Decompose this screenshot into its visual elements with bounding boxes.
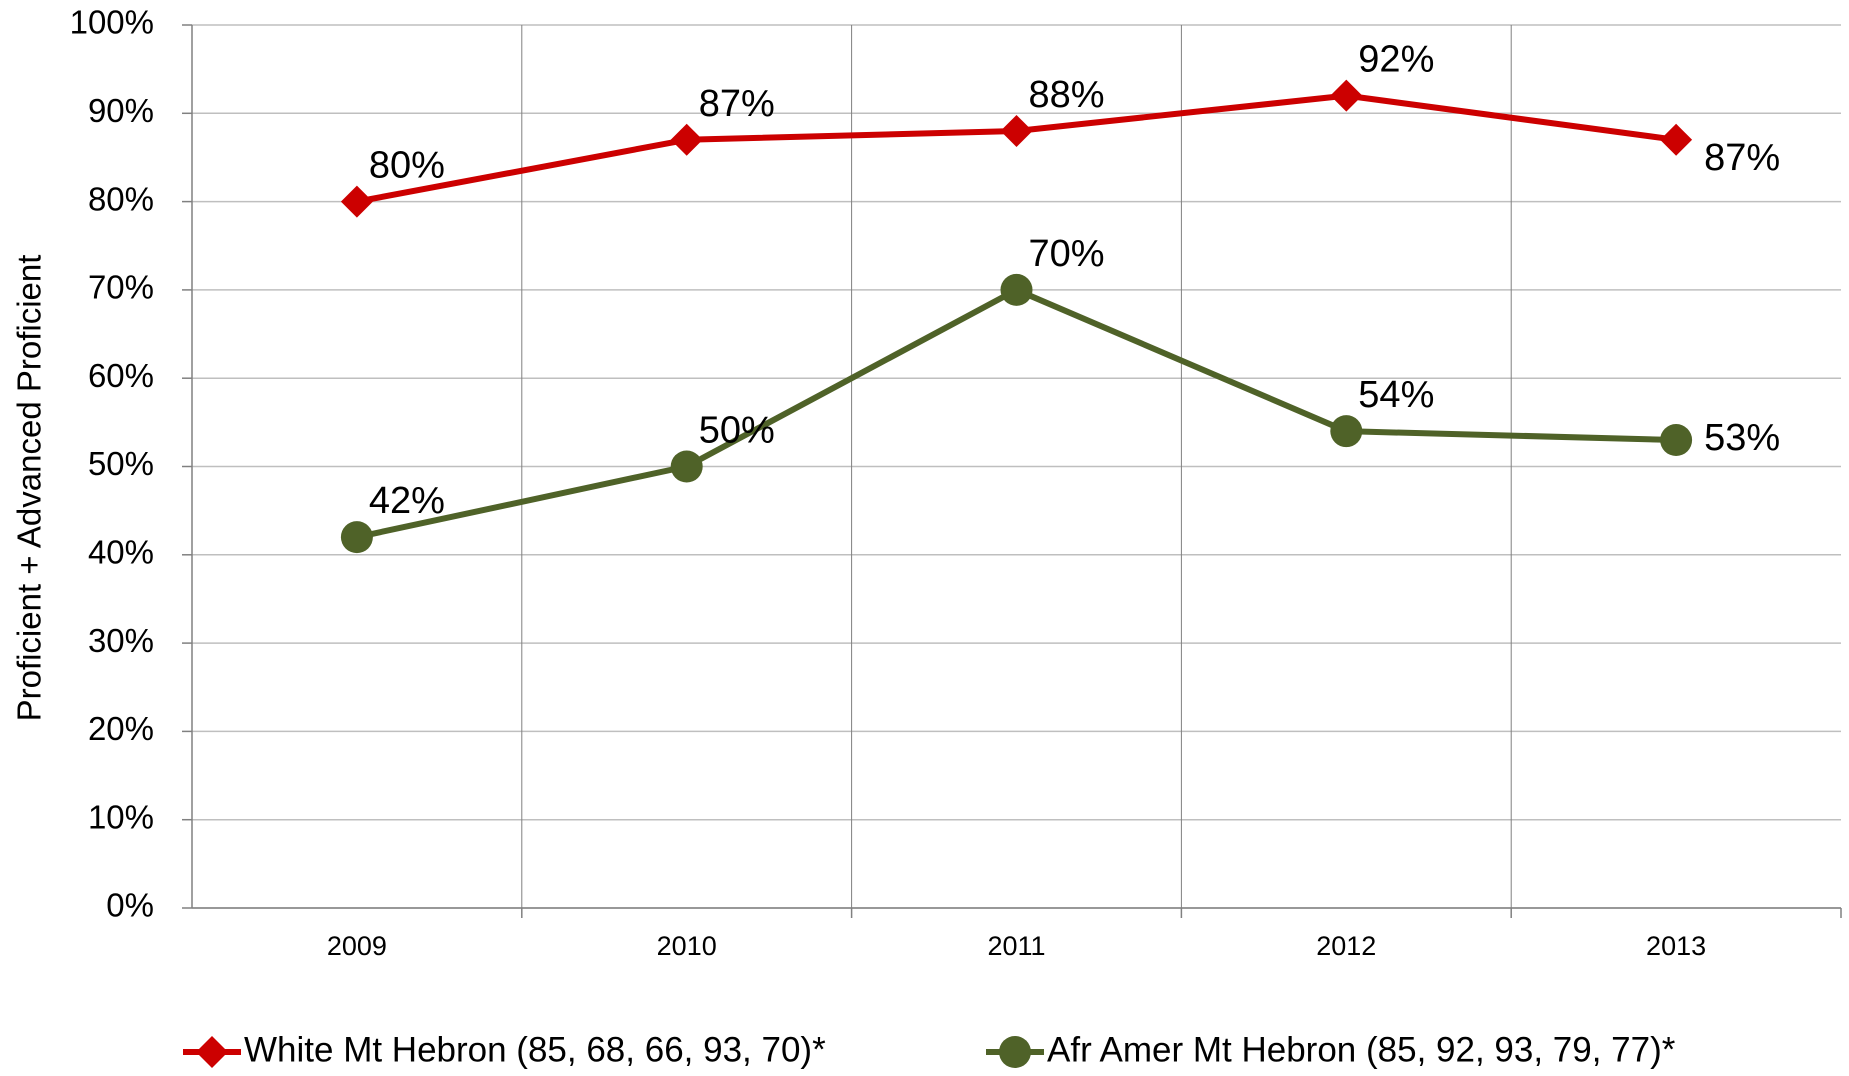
data-point — [1330, 415, 1363, 448]
data-point — [1660, 123, 1693, 156]
y-tick-label: 0% — [106, 887, 154, 924]
data-label: 42% — [369, 480, 445, 522]
legend-marker — [999, 1036, 1031, 1068]
y-tick-label: 70% — [88, 269, 154, 306]
series-line — [356, 286, 1677, 541]
y-tick-label: 90% — [88, 92, 154, 129]
data-label: 88% — [1029, 74, 1105, 116]
data-point — [670, 450, 703, 483]
series-line — [356, 92, 1677, 205]
data-point — [1330, 79, 1363, 112]
data-label: 92% — [1358, 39, 1434, 81]
data-label: 80% — [369, 145, 445, 187]
data-label: 53% — [1704, 417, 1780, 459]
x-tick-label: 2012 — [1316, 931, 1376, 961]
data-label: 54% — [1358, 374, 1434, 416]
data-point — [1000, 114, 1033, 147]
data-point — [1660, 424, 1693, 457]
data-point — [340, 185, 373, 218]
data-label: 87% — [699, 83, 775, 125]
legend-label: White Mt Hebron (85, 68, 66, 93, 70)* — [244, 1030, 826, 1069]
data-label: 70% — [1029, 233, 1105, 275]
legend-marker — [196, 1036, 228, 1068]
x-tick-label: 2009 — [327, 931, 387, 961]
y-tick-label: 50% — [88, 445, 154, 482]
y-tick-label: 80% — [88, 180, 154, 217]
legend-label: Afr Amer Mt Hebron (85, 92, 93, 79, 77)* — [1047, 1030, 1676, 1069]
x-tick-label: 2013 — [1646, 931, 1706, 961]
x-tick-label: 2010 — [657, 931, 717, 961]
data-point — [340, 521, 373, 554]
y-tick-label: 30% — [88, 622, 154, 659]
y-axis-label: Proficient + Advanced Proficient — [11, 255, 48, 722]
data-point — [1000, 273, 1033, 306]
data-label: 50% — [699, 410, 775, 452]
x-tick-label: 2011 — [987, 931, 1045, 961]
y-tick-label: 20% — [88, 710, 154, 747]
y-tick-label: 100% — [70, 4, 154, 41]
y-tick-label: 60% — [88, 357, 154, 394]
data-point — [670, 123, 703, 156]
y-tick-label: 40% — [88, 534, 154, 571]
data-label: 87% — [1704, 137, 1780, 179]
y-tick-label: 10% — [88, 798, 154, 835]
